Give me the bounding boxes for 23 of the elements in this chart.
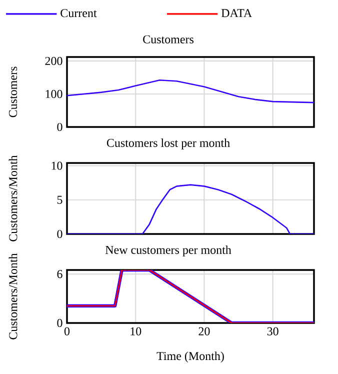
y-axis-title: Customers [8,66,18,118]
x-tick-label: 20 [198,327,210,336]
y-tick-label: 5 [57,196,62,204]
y-tick-label: 0 [57,230,62,238]
y-tick-label: 0 [57,318,62,328]
line-series [67,79,314,104]
y-tick-label: 0 [57,122,62,132]
chart-title: Customers [143,35,194,44]
y-tick-label: 100 [46,90,62,98]
chart-title: New customers per month [105,246,232,256]
legend-label: Current [60,9,97,18]
x-tick-label: 10 [130,327,142,336]
y-tick-label: 200 [45,56,62,66]
x-tick-label: 0 [64,327,70,336]
x-tick-label: 30 [267,327,278,336]
y-tick-label: 10 [52,162,62,170]
legend-label: DATA [221,9,252,18]
x-axis-title: Time (Month) [156,352,224,362]
y-axis-title: Customers/Month [8,155,18,242]
chart-title: Customers lost per month [106,138,230,150]
y-axis-title: Customers/Month [8,253,18,340]
line-series [67,184,314,234]
y-tick-label: 6 [57,270,62,278]
